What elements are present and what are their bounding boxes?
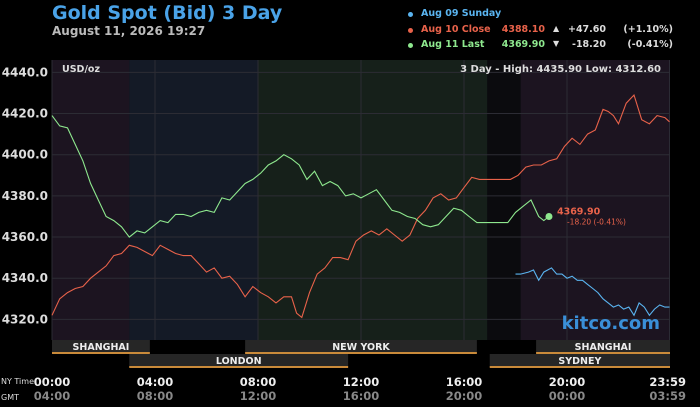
session-label: LONDON (216, 356, 262, 367)
x-tick-label-ny: 04:00 (137, 375, 174, 389)
legend-change: -18.20 (572, 39, 606, 50)
legend-percent: (+1.10%) (623, 24, 673, 35)
legend-value: 4369.90 (501, 39, 545, 50)
y-tick-label: 4420.0 (2, 107, 48, 121)
session-label: NEW YORK (332, 342, 390, 353)
unit-label: USD/oz (62, 64, 100, 75)
x-tick-label-gmt: 20:00 (446, 389, 483, 403)
watermark: kitco.com (562, 313, 660, 334)
y-tick-label: 4360.0 (2, 230, 48, 244)
x-tick-label-gmt: 12:00 (240, 389, 277, 403)
up-arrow-icon: ▲ (553, 24, 560, 33)
range-label: 3 Day - High: 4435.90 Low: 4312.60 (460, 64, 661, 75)
session-band (52, 60, 130, 340)
x-axis-row-label: NY Time (1, 377, 34, 386)
series-line-1 (515, 267, 670, 317)
last-price-dot (545, 212, 553, 220)
x-tick-label-gmt: 08:00 (137, 389, 174, 403)
x-tick-label-ny: 08:00 (240, 375, 277, 389)
x-tick-label-gmt: 04:00 (34, 389, 71, 403)
y-tick-label: 4340.0 (2, 271, 48, 285)
x-tick-label-gmt: 03:59 (649, 389, 686, 403)
series-line-2 (51, 93, 670, 319)
x-tick-label-ny: 16:00 (446, 375, 483, 389)
chart-title: Gold Spot (Bid) 3 Day (52, 2, 283, 24)
series-line-3 (51, 115, 550, 238)
x-tick-label-ny: 12:00 (343, 375, 380, 389)
y-tick-label: 4400.0 (2, 148, 48, 162)
session-bar-sydney (489, 354, 670, 367)
session-band (520, 60, 670, 340)
x-tick-label-gmt: 16:00 (343, 389, 380, 403)
legend-value: 4388.10 (501, 24, 545, 35)
session-bar-shanghai (536, 340, 670, 353)
legend-label: Aug 09 Sunday (421, 8, 502, 19)
session-bar-shanghai (52, 340, 150, 353)
chart-date: August 11, 2026 19:27 (52, 24, 206, 38)
legend-dot-icon (408, 12, 413, 17)
y-tick-label: 4380.0 (2, 189, 48, 203)
legend-change: +47.60 (567, 24, 606, 35)
x-tick-label-ny: 23:59 (649, 375, 686, 389)
down-arrow-icon: ▼ (553, 39, 560, 48)
session-bar-london (129, 354, 349, 367)
x-axis-row-label: GMT (1, 393, 19, 402)
legend-dot-icon (408, 28, 413, 33)
y-tick-label: 4440.0 (2, 65, 48, 79)
last-change-label: -18.20 (-0.41%) (567, 217, 626, 226)
session-label: SHANGHAI (575, 342, 632, 353)
last-price-label: 4369.90 (557, 206, 601, 217)
x-tick-label-ny: 20:00 (549, 375, 586, 389)
x-tick-label-ny: 00:00 (34, 375, 71, 389)
legend-label: Aug 11 Last (421, 39, 485, 50)
x-tick-label-gmt: 00:00 (549, 389, 586, 403)
session-label: SYDNEY (558, 356, 601, 367)
legend-dot-icon (408, 43, 413, 48)
legend-label: Aug 10 Close (421, 24, 491, 35)
legend-percent: (-0.41%) (627, 39, 673, 50)
session-label: SHANGHAI (73, 342, 130, 353)
y-tick-label: 4320.0 (2, 312, 48, 326)
session-bar-newyork (245, 340, 477, 353)
session-band (129, 60, 258, 340)
